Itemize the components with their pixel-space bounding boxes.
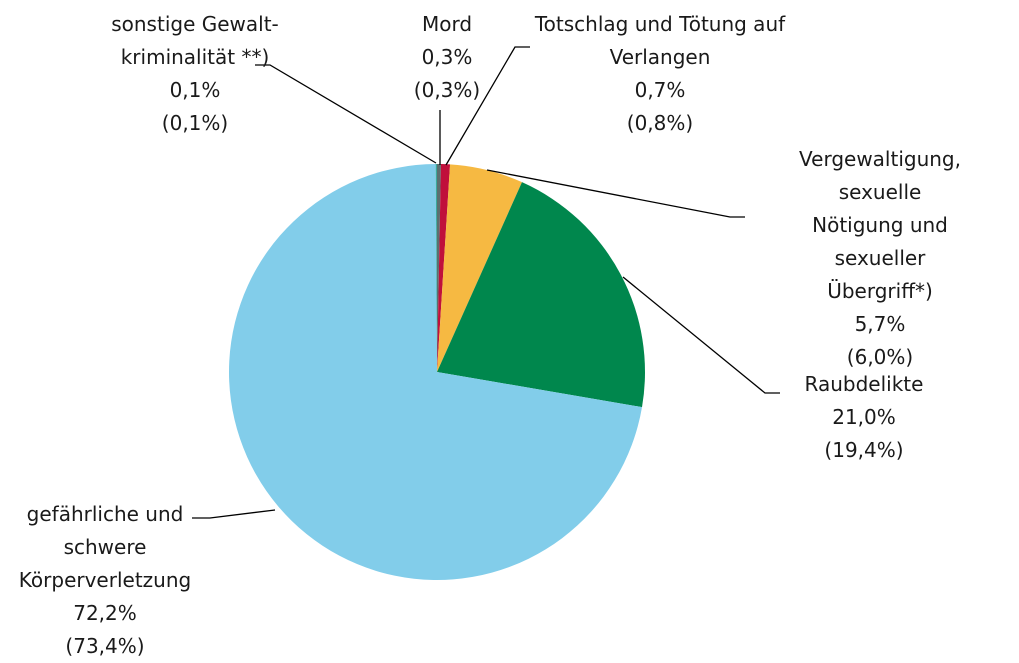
category-label: Raubdelikte xyxy=(804,372,924,396)
pie-slice xyxy=(437,164,522,372)
category-label: Vergewaltigung, sexuelle Nötigung und se… xyxy=(799,147,961,303)
leader-line xyxy=(445,46,530,166)
pie-slice xyxy=(437,164,441,372)
pie-slice xyxy=(437,182,646,408)
previous-value-label: (0,3%) xyxy=(413,78,481,102)
category-label: Mord xyxy=(421,12,473,36)
slice-label: gefährliche und schwere Körperverletzung… xyxy=(19,498,191,663)
slice-label: sonstige Gewalt- kriminalität **) 0,1% (0,… xyxy=(111,8,279,140)
value-label: 0,7% xyxy=(634,78,686,102)
category-label: Totschlag und Tötung auf Verlangen xyxy=(534,12,786,69)
previous-value-label: (0,1%) xyxy=(161,111,229,135)
pie-slice xyxy=(435,164,437,372)
leader-line xyxy=(486,169,745,218)
leader-line xyxy=(622,276,780,394)
pie-slice xyxy=(229,164,643,581)
category-label: gefährliche und schwere Körperverletzung xyxy=(18,502,192,592)
value-label: 0,3% xyxy=(421,45,473,69)
slice-label: Mord 0,3% (0,3%) xyxy=(414,8,480,107)
value-label: 21,0% xyxy=(832,405,896,429)
slice-label: Raubdelikte 21,0% (19,4%) xyxy=(805,368,924,467)
value-label: 72,2% xyxy=(73,601,137,625)
previous-value-label: (73,4%) xyxy=(65,634,145,658)
previous-value-label: (6,0%) xyxy=(846,345,914,369)
leader-line xyxy=(192,509,276,519)
leader-line xyxy=(255,64,437,164)
previous-value-label: (0,8%) xyxy=(626,111,694,135)
slice-label: Vergewaltigung, sexuelle Nötigung und se… xyxy=(799,143,961,374)
previous-value-label: (19,4%) xyxy=(824,438,904,462)
slice-label: Totschlag und Tötung auf Verlangen 0,7% (0… xyxy=(535,8,785,140)
value-label: 5,7% xyxy=(854,312,906,336)
value-label: 0,1% xyxy=(169,78,221,102)
category-label: sonstige Gewalt- kriminalität **) xyxy=(111,12,279,69)
pie-slice xyxy=(437,164,451,372)
